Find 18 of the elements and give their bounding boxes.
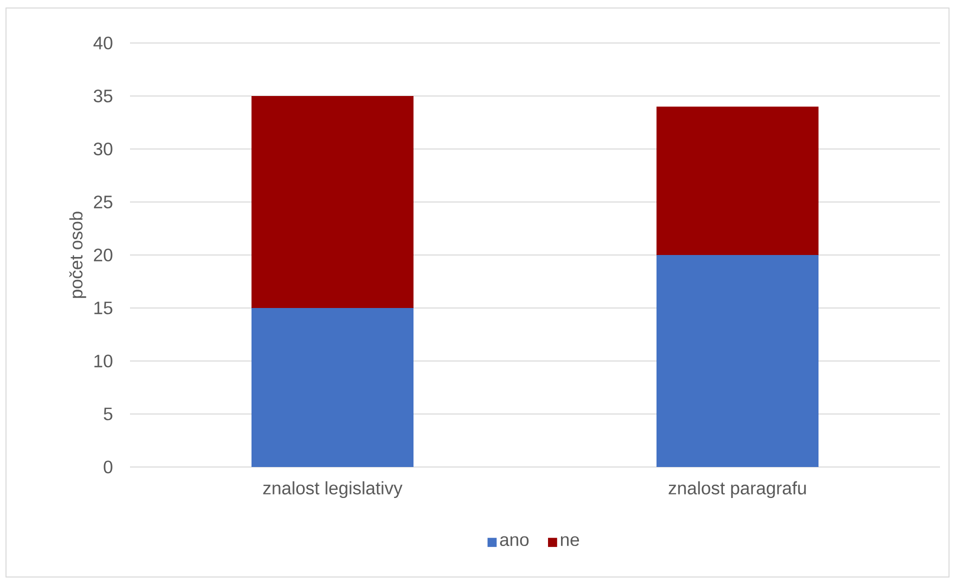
y-tick-label: 15	[94, 302, 112, 314]
legend-label: ano	[500, 536, 529, 546]
bar	[252, 308, 414, 467]
y-tick-label: 30	[94, 142, 112, 156]
y-axis-title: počet osob	[69, 212, 86, 298]
bar	[656, 254, 819, 467]
x-tick-label: znalost legislativy	[263, 481, 402, 498]
x-tick-label: znalost paragrafu	[668, 481, 806, 498]
y-tick-label: 10	[94, 354, 112, 368]
y-tick-label: 20	[94, 248, 112, 262]
bar	[656, 106, 819, 255]
legend-label: ne	[560, 536, 580, 546]
y-tick-label: 40	[93, 36, 112, 50]
bar	[252, 96, 414, 308]
y-tick-label: 5	[104, 408, 112, 420]
y-tick-label: 25	[94, 196, 112, 208]
y-tick-label: 0	[104, 460, 112, 474]
y-tick-label: 35	[94, 90, 112, 102]
